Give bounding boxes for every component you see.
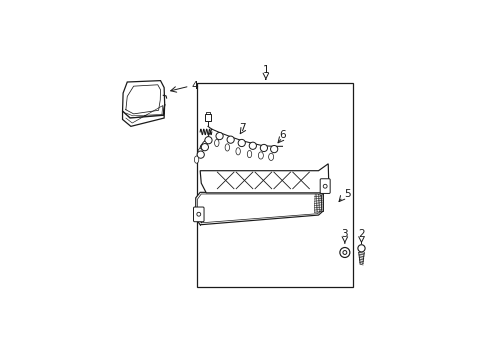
FancyBboxPatch shape <box>320 179 329 193</box>
FancyBboxPatch shape <box>193 207 203 222</box>
Text: 6: 6 <box>279 130 285 140</box>
Circle shape <box>238 139 245 147</box>
Circle shape <box>270 145 277 153</box>
Polygon shape <box>122 81 164 118</box>
Polygon shape <box>268 153 273 161</box>
Bar <box>196 84 352 287</box>
Circle shape <box>323 184 326 188</box>
Text: 2: 2 <box>357 229 364 239</box>
Circle shape <box>226 136 234 143</box>
Polygon shape <box>195 192 323 225</box>
Text: 5: 5 <box>344 189 350 199</box>
Circle shape <box>201 144 208 151</box>
Polygon shape <box>214 139 219 147</box>
Text: 4: 4 <box>191 81 197 91</box>
Polygon shape <box>122 104 164 126</box>
Circle shape <box>204 136 212 144</box>
Polygon shape <box>194 156 198 163</box>
Circle shape <box>342 251 346 255</box>
Circle shape <box>216 132 223 140</box>
Polygon shape <box>247 150 251 158</box>
Polygon shape <box>198 149 202 156</box>
Polygon shape <box>235 148 240 155</box>
Polygon shape <box>200 164 328 193</box>
Circle shape <box>260 144 267 152</box>
Text: 3: 3 <box>341 229 347 239</box>
Circle shape <box>339 247 349 257</box>
Bar <box>204 114 210 121</box>
Polygon shape <box>202 141 206 149</box>
Circle shape <box>357 245 365 252</box>
Text: 1: 1 <box>262 65 268 75</box>
Circle shape <box>197 151 204 158</box>
Circle shape <box>249 142 256 149</box>
Circle shape <box>197 212 200 216</box>
Polygon shape <box>224 144 229 151</box>
Polygon shape <box>258 152 263 159</box>
Text: 7: 7 <box>239 123 245 133</box>
